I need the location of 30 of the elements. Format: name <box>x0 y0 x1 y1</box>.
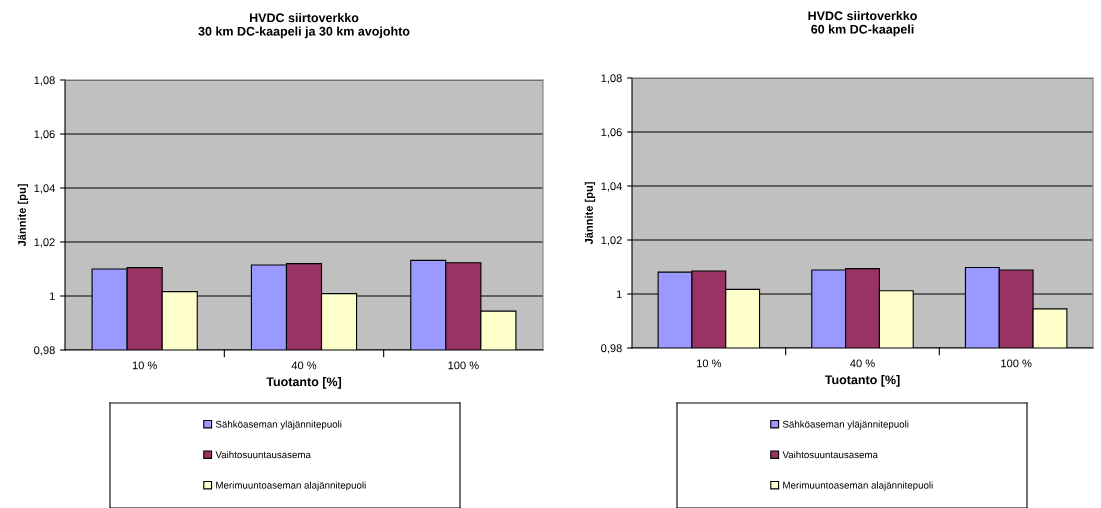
y-tick-label: 1 <box>49 292 55 301</box>
x-tick-label: 10 % <box>697 359 722 368</box>
y-axis-title: Jännite [pu] <box>584 182 596 245</box>
x-tick-label: 10 % <box>132 361 157 370</box>
x-tick-label: 100 % <box>1001 359 1032 368</box>
legend-label: Sähköaseman yläjännitepuoli <box>215 420 342 430</box>
legend-label: Merimuuntoaseman alajännitepuoli <box>216 481 366 491</box>
y-tick-label: 1,04 <box>601 182 622 192</box>
legend-label: Sähköaseman yläjännitepuoli <box>782 420 909 430</box>
y-tick-label: 1,02 <box>34 238 55 248</box>
y-tick-label: 1,08 <box>601 74 622 84</box>
x-tick-label: 40 % <box>291 361 317 370</box>
y-axis-title: Jännite [pu] <box>17 184 29 247</box>
y-tick-label: 1 <box>616 290 622 299</box>
legend-label: Vaihtosuuntausasema <box>215 450 311 459</box>
y-tick-label: 1,08 <box>34 76 55 86</box>
y-tick-label: 0,98 <box>34 346 55 356</box>
x-axis-title: Tuotanto [%] <box>266 377 342 389</box>
y-tick-label: 1,04 <box>34 184 55 194</box>
legend-label: Merimuuntoaseman alajännitepuoli <box>783 481 933 491</box>
x-axis-title: Tuotanto [%] <box>824 375 900 387</box>
y-tick-label: 0,98 <box>601 344 622 354</box>
chart-title: HVDC siirtoverkko 30 km DC-kaapeli ja 30 km avojohto <box>198 13 410 39</box>
y-tick-label: 1,06 <box>34 130 55 140</box>
x-tick-label: 40 % <box>850 359 875 368</box>
x-tick-label: 100 % <box>448 361 479 370</box>
chart-title: HVDC siirtoverkko 60 km DC-kaapeli <box>808 11 917 37</box>
y-tick-label: 1,06 <box>601 128 622 138</box>
y-tick-label: 1,02 <box>601 236 622 246</box>
legend-label: Vaihtosuuntausasema <box>782 450 878 459</box>
